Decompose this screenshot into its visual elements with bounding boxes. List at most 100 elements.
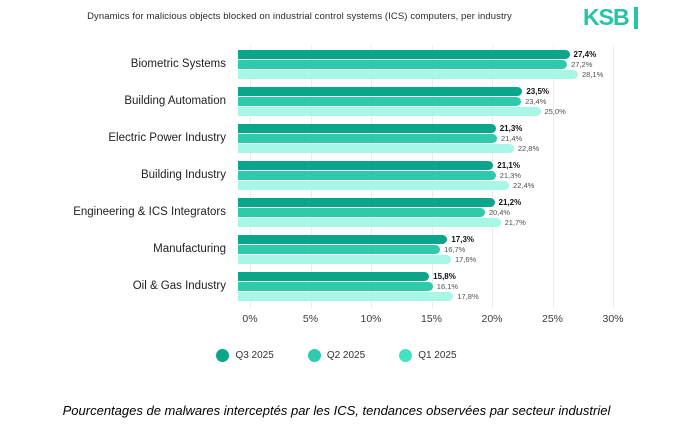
x-tick-label: 10%: [360, 313, 382, 325]
category-label: Manufacturing: [0, 235, 238, 264]
bar-q2-2025: [238, 60, 568, 69]
category-bars: 15,8% 16,1% 17,8%: [238, 272, 601, 301]
bar-row: 23,5%: [238, 87, 601, 96]
bar-q1-2025: [238, 292, 454, 301]
bar-group: Manufacturing 17,3% 16,7% 17,6%: [0, 235, 673, 264]
bar-q3-2025: [238, 87, 523, 96]
category-label-text: Building Automation: [124, 95, 226, 108]
legend-dot-icon: [399, 349, 413, 362]
bar-value-label: 15,8%: [433, 271, 456, 281]
bar-row: 27,2%: [238, 60, 601, 69]
bar-q2-2025: [238, 282, 433, 291]
category-bars: 23,5% 23,4% 25,0%: [238, 87, 601, 116]
bar-value-label: 22,8%: [517, 143, 540, 153]
bar-q1-2025: [238, 181, 510, 190]
x-tick-label: 0%: [242, 313, 258, 325]
bar-row: 21,1%: [238, 161, 601, 170]
chart-title: Dynamics for malicious objects blocked o…: [87, 11, 512, 22]
bar-value-label: 21,7%: [504, 217, 526, 227]
bar-row: 16,1%: [238, 282, 601, 291]
bar-row: 25,0%: [238, 107, 601, 116]
bar-row: 22,8%: [238, 144, 601, 153]
bar-row: 21,3%: [238, 124, 601, 133]
bar-row: 17,3%: [238, 235, 601, 244]
x-tick-label: 15%: [420, 313, 443, 325]
bar-q2-2025: [238, 245, 441, 254]
legend-label: Q1 2025: [418, 350, 457, 361]
bar-groups: Biometric Systems 27,4% 27,2% 28,1% Building…: [0, 50, 673, 309]
bar-q1-2025: [238, 218, 501, 227]
legend-item: Q2 2025: [307, 349, 365, 362]
x-tick-label: 25%: [541, 313, 564, 325]
category-bars: 21,3% 21,4% 22,8%: [238, 124, 601, 153]
bar-row: 21,3%: [238, 171, 601, 180]
bar-value-label: 28,1%: [582, 69, 604, 79]
bar-group: Building Industry 21,1% 21,3% 22,4%: [0, 161, 673, 190]
bar-q2-2025: [238, 97, 522, 106]
category-label-text: Oil & Gas Industry: [132, 280, 226, 293]
category-bars: 21,2% 20,4% 21,7%: [238, 198, 601, 227]
bar-row: 23,4%: [238, 97, 601, 106]
category-bars: 27,4% 27,2% 28,1%: [238, 49, 604, 79]
bar-value-label: 17,3%: [451, 234, 475, 244]
category-label: Oil & Gas Industry: [0, 272, 238, 301]
bar-row: 17,8%: [238, 292, 601, 301]
x-tick-label: 30%: [602, 313, 624, 325]
bar-row: 16,7%: [238, 245, 601, 254]
category-label: Building Automation: [0, 87, 238, 116]
header: Dynamics for malicious objects blocked o…: [0, 0, 673, 29]
bar-q3-2025: [238, 124, 496, 133]
bar-value-label: 21,3%: [499, 123, 523, 133]
bar-row: 22,4%: [238, 181, 601, 190]
legend-dot-icon: [307, 349, 321, 362]
category-label: Engineering & ICS Integrators: [0, 198, 238, 227]
bar-value-label: 20,4%: [488, 207, 511, 217]
bar-value-label: 27,4%: [573, 49, 597, 59]
ksb-logo-bar-icon: [633, 6, 638, 29]
bar-group: Electric Power Industry 21,3% 21,4% 22,8%: [0, 124, 673, 153]
bar-group: Engineering & ICS Integrators 21,2% 20,4% 2…: [0, 198, 673, 227]
category-label-text: Biometric Systems: [130, 58, 226, 71]
gridline: [613, 45, 614, 308]
bar-q2-2025: [238, 208, 485, 217]
bar-q2-2025: [238, 134, 497, 143]
category-label-text: Engineering & ICS Integrators: [73, 206, 226, 219]
bar-group: Building Automation 23,5% 23,4% 25,0%: [0, 87, 673, 116]
bar-value-label: 17,8%: [457, 291, 479, 301]
legend-item: Q3 2025: [216, 349, 274, 362]
bar-q3-2025: [238, 198, 495, 207]
bar-value-label: 17,6%: [454, 254, 477, 264]
bar-value-label: 22,4%: [513, 180, 535, 190]
category-bars: 21,1% 21,3% 22,4%: [238, 161, 601, 190]
bar-q3-2025: [238, 161, 494, 170]
bar-row: 21,2%: [238, 198, 601, 207]
category-label: Electric Power Industry: [0, 124, 238, 153]
bar-q3-2025: [238, 235, 448, 244]
bar-value-label: 21,3%: [499, 170, 521, 180]
bar-value-label: 21,4%: [500, 133, 523, 143]
category-label-text: Electric Power Industry: [108, 132, 226, 145]
bar-row: 15,8%: [238, 272, 601, 281]
bar-value-label: 27,2%: [571, 59, 593, 69]
bar-q2-2025: [238, 171, 496, 180]
bar-value-label: 21,1%: [497, 160, 520, 170]
bar-value-label: 16,7%: [444, 244, 466, 254]
bar-value-label: 25,0%: [544, 106, 566, 116]
ksb-logo: KSB: [583, 5, 657, 29]
ksb-logo-text: KSB: [583, 4, 630, 30]
bar-group: Biometric Systems 27,4% 27,2% 28,1%: [0, 50, 673, 79]
bar-q1-2025: [238, 107, 541, 116]
category-bars: 17,3% 16,7% 17,6%: [238, 235, 601, 264]
legend-label: Q3 2025: [235, 350, 274, 361]
x-tick-label: 5%: [302, 313, 319, 325]
bar-row: 17,6%: [238, 255, 601, 264]
bar-q3-2025: [238, 272, 430, 281]
bar-value-label: 21,2%: [498, 197, 522, 207]
bar-q1-2025: [238, 70, 578, 79]
bar-row: 20,4%: [238, 208, 601, 217]
gridline: [552, 45, 554, 308]
x-tick-label: 20%: [481, 313, 503, 325]
bar-row: 28,1%: [238, 69, 604, 79]
legend-dot-icon: [216, 349, 230, 362]
